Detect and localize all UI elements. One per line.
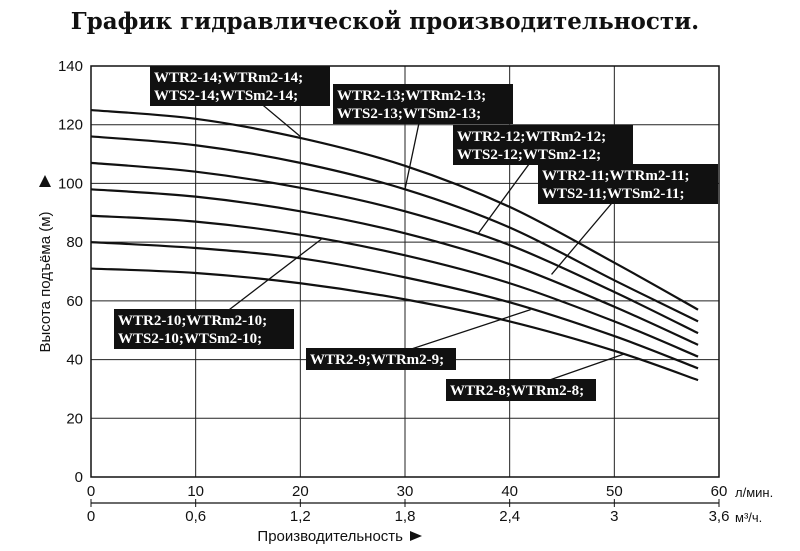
series-label: WTS2-12;WTSm2-12;: [457, 147, 601, 163]
series-label-box: [333, 84, 513, 124]
series-label: WTR2-12;WTRm2-12;: [457, 129, 606, 145]
series-label-box: [446, 379, 596, 401]
x-secondary-tick-label: 0: [87, 508, 95, 525]
x-axis-arrow: [410, 531, 422, 541]
series-label-box: [538, 164, 718, 204]
x-secondary-tick-label: 2,4: [499, 508, 520, 525]
x-unit-primary: л/мин.: [735, 485, 773, 500]
x-tick-label: 60: [711, 483, 728, 500]
series-label-box: [114, 309, 294, 349]
y-tick-label: 140: [58, 58, 83, 75]
x-tick-label: 20: [292, 483, 309, 500]
series-line: [90, 108, 699, 311]
x-secondary-tick-label: 1,8: [395, 508, 416, 525]
y-tick-label: 60: [66, 293, 83, 310]
series-label: WTR2-10;WTRm2-10;: [118, 313, 267, 329]
x-secondary-tick-label: 3,6: [709, 508, 730, 525]
series-label: WTS2-11;WTSm2-11;: [542, 186, 685, 202]
series-label: WTR2-11;WTRm2-11;: [542, 168, 690, 184]
series-line: [90, 188, 699, 346]
x-axis-label: Производительность: [257, 528, 403, 545]
series-label: WTR2-9;WTRm2-9;: [310, 352, 444, 368]
y-tick-label: 0: [75, 469, 83, 486]
series-label: WTS2-14;WTSm2-14;: [154, 88, 298, 104]
y-tick-label: 100: [58, 175, 83, 192]
x-secondary-tick-label: 0,6: [185, 508, 206, 525]
y-tick-label: 40: [66, 352, 83, 369]
series-label-box: [453, 125, 633, 165]
x-tick-label: 10: [187, 483, 204, 500]
plot-frame: [90, 65, 720, 478]
y-tick-label: 80: [66, 234, 83, 251]
y-tick-label: 20: [66, 410, 83, 427]
series-label-box: [306, 348, 456, 370]
series-label: WTR2-14;WTRm2-14;: [154, 70, 303, 86]
series-label-box: [150, 66, 330, 106]
x-tick-label: 0: [87, 483, 95, 500]
series-label: WTR2-8;WTRm2-8;: [450, 383, 584, 399]
x-tick-label: 30: [397, 483, 414, 500]
series-line: [90, 161, 699, 335]
series-label: WTR2-13;WTRm2-13;: [337, 88, 486, 104]
series-label: WTS2-13;WTSm2-13;: [337, 106, 481, 122]
x-unit-secondary: м³/ч.: [735, 510, 762, 525]
chart-title: График гидравлической производительности…: [70, 8, 700, 35]
x-secondary-tick-label: 1,2: [290, 508, 311, 525]
x-tick-label: 40: [501, 483, 518, 500]
series-line: [90, 241, 699, 370]
x-tick-label: 50: [606, 483, 623, 500]
y-axis-label: Высота подъёма (м): [37, 211, 54, 352]
y-tick-label: 120: [58, 117, 83, 134]
y-axis-arrow: [39, 175, 51, 187]
x-secondary-tick-label: 3: [610, 508, 618, 525]
series-line: [90, 267, 699, 382]
series-line: [90, 214, 699, 358]
series-label: WTS2-10;WTSm2-10;: [118, 331, 262, 347]
